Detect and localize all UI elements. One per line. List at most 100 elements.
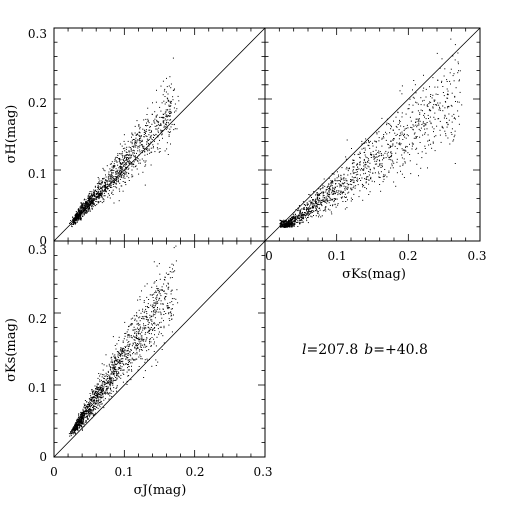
scatter-point bbox=[399, 135, 400, 137]
scatter-point bbox=[369, 191, 371, 193]
scatter-point bbox=[143, 346, 145, 348]
scatter-point bbox=[158, 299, 160, 301]
scatter-point bbox=[169, 106, 171, 107]
scatter-point bbox=[160, 110, 162, 112]
scatter-point bbox=[340, 178, 342, 180]
scatter-point bbox=[312, 199, 314, 201]
scatter-point bbox=[85, 410, 87, 412]
scatter-point bbox=[170, 290, 172, 292]
scatter-point bbox=[170, 313, 172, 315]
scatter-point bbox=[364, 147, 366, 149]
scatter-point bbox=[407, 127, 409, 129]
scatter-point bbox=[134, 159, 136, 161]
scatter-point bbox=[75, 217, 77, 218]
scatter-point bbox=[305, 209, 307, 210]
scatter-point bbox=[159, 289, 161, 291]
scatter-point bbox=[84, 413, 85, 415]
scatter-point bbox=[352, 159, 354, 161]
scatter-point bbox=[317, 193, 319, 195]
scatter-point bbox=[318, 214, 320, 216]
scatter-point bbox=[122, 360, 124, 362]
scatter-point bbox=[97, 383, 99, 385]
scatter-point bbox=[147, 142, 149, 144]
scatter-point bbox=[113, 186, 115, 187]
scatter-point bbox=[115, 360, 117, 362]
scatter-point bbox=[444, 130, 446, 132]
scatter-point bbox=[134, 142, 136, 144]
scatter-point bbox=[82, 203, 84, 205]
scatter-point bbox=[130, 148, 132, 150]
scatter-point bbox=[447, 97, 449, 99]
scatter-point bbox=[124, 333, 126, 334]
scatter-point bbox=[88, 206, 90, 208]
scatter-point bbox=[134, 342, 136, 343]
scatter-point bbox=[128, 161, 130, 163]
scatter-point bbox=[148, 134, 150, 136]
scatter-point bbox=[133, 339, 135, 341]
scatter-point bbox=[93, 400, 95, 402]
scatter-point bbox=[176, 289, 178, 291]
scatter-point bbox=[321, 202, 323, 203]
scatter-point bbox=[81, 203, 83, 205]
scatter-point bbox=[88, 398, 90, 400]
scatter-point bbox=[336, 198, 338, 200]
scatter-point bbox=[141, 152, 143, 154]
scatter-point bbox=[434, 112, 436, 114]
scatter-point bbox=[426, 122, 428, 123]
scatter-point bbox=[124, 162, 126, 164]
x-tick-label: 0.2 bbox=[185, 465, 204, 479]
scatter-point bbox=[162, 335, 164, 337]
scatter-point bbox=[425, 88, 427, 90]
scatter-point bbox=[393, 138, 395, 140]
scatter-point bbox=[85, 411, 87, 412]
scatter-point bbox=[129, 324, 131, 326]
scatter-point bbox=[128, 177, 130, 179]
scatter-point bbox=[127, 140, 129, 142]
scatter-point bbox=[350, 173, 352, 175]
y-axis-label: σH(mag) bbox=[4, 105, 19, 164]
scatter-point bbox=[301, 215, 303, 217]
scatter-point bbox=[321, 205, 323, 207]
scatter-point bbox=[88, 200, 90, 202]
scatter-point bbox=[408, 108, 410, 110]
scatter-point bbox=[299, 211, 301, 213]
scatter-point bbox=[96, 391, 97, 393]
scatter-point bbox=[288, 224, 290, 226]
scatter-point bbox=[73, 427, 75, 429]
scatter-point bbox=[125, 347, 126, 348]
scatter-point bbox=[289, 220, 291, 222]
scatter-point bbox=[82, 215, 84, 217]
scatter-point bbox=[96, 386, 97, 388]
scatter-point bbox=[76, 420, 78, 422]
scatter-point bbox=[117, 155, 119, 156]
scatter-point bbox=[134, 139, 136, 141]
scatter-point bbox=[120, 369, 122, 371]
scatter-point bbox=[97, 393, 98, 395]
scatter-point bbox=[78, 426, 80, 428]
scatter-point bbox=[142, 344, 144, 346]
scatter-point bbox=[167, 283, 169, 285]
scatter-point bbox=[439, 134, 441, 136]
scatter-point bbox=[106, 374, 108, 376]
scatter-point bbox=[88, 410, 90, 412]
scatter-point bbox=[124, 321, 126, 323]
scatter-point bbox=[321, 215, 323, 217]
scatter-point bbox=[160, 131, 162, 133]
scatter-point bbox=[79, 421, 81, 423]
scatter-point bbox=[339, 184, 341, 186]
scatter-point bbox=[302, 201, 304, 203]
scatter-point bbox=[131, 145, 133, 147]
scatter-point bbox=[301, 217, 303, 219]
scatter-point bbox=[163, 283, 165, 285]
scatter-point bbox=[417, 103, 419, 105]
scatter-point bbox=[378, 140, 380, 142]
scatter-point bbox=[80, 219, 82, 221]
scatter-point bbox=[74, 429, 76, 431]
scatter-point bbox=[84, 201, 86, 203]
scatter-point bbox=[112, 180, 114, 182]
scatter-point bbox=[320, 201, 322, 203]
scatter-point bbox=[162, 116, 164, 118]
scatter-point bbox=[415, 118, 417, 120]
scatter-point bbox=[132, 358, 134, 360]
scatter-point bbox=[324, 201, 326, 203]
